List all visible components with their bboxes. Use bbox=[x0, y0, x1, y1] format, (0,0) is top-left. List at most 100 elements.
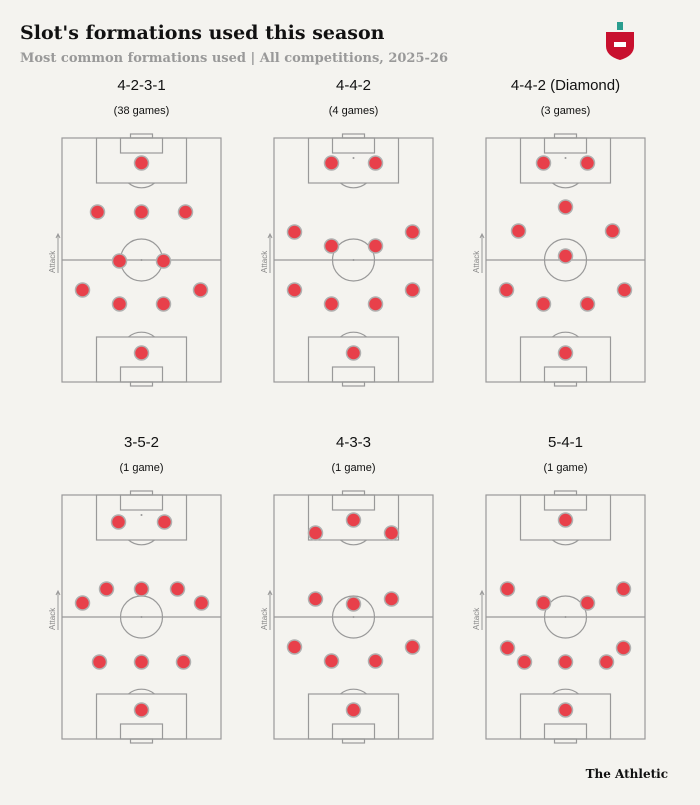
attack-label: Attack bbox=[472, 250, 481, 273]
pitch-line bbox=[341, 381, 366, 387]
player bbox=[579, 296, 596, 312]
player bbox=[498, 282, 515, 298]
pitch-line bbox=[129, 381, 154, 387]
pitch-line bbox=[341, 490, 366, 496]
pitch bbox=[485, 133, 646, 387]
pitch-line bbox=[552, 539, 579, 546]
player bbox=[345, 345, 362, 361]
player bbox=[98, 581, 115, 597]
player bbox=[499, 581, 516, 597]
player bbox=[286, 224, 303, 240]
formation-name: 3-5-2 bbox=[124, 434, 159, 451]
player bbox=[510, 223, 527, 239]
player bbox=[557, 199, 574, 215]
player bbox=[557, 345, 574, 361]
games-count: (1 game) bbox=[331, 462, 375, 474]
player bbox=[383, 591, 400, 607]
pitch-line bbox=[564, 157, 567, 159]
player bbox=[367, 155, 384, 171]
player bbox=[557, 512, 574, 528]
pitch-line bbox=[340, 182, 367, 189]
player bbox=[604, 223, 621, 239]
attack-arrow bbox=[479, 232, 485, 273]
pitch-line bbox=[341, 133, 366, 139]
player bbox=[557, 248, 574, 264]
games-count: (1 game) bbox=[543, 462, 587, 474]
formation-name: 4-4-2 bbox=[336, 77, 371, 94]
player bbox=[535, 296, 552, 312]
pitch-line bbox=[543, 494, 588, 511]
player bbox=[111, 296, 128, 312]
pitch-line bbox=[119, 137, 164, 154]
player bbox=[74, 282, 91, 298]
pitch-line bbox=[553, 133, 578, 139]
player bbox=[111, 253, 128, 269]
pitch-line bbox=[128, 331, 155, 338]
player bbox=[155, 253, 172, 269]
player bbox=[133, 345, 150, 361]
pitch-line bbox=[552, 331, 579, 338]
player bbox=[616, 282, 633, 298]
pitch-line bbox=[129, 133, 154, 139]
pitch-line bbox=[307, 137, 400, 184]
player bbox=[535, 595, 552, 611]
attack-arrow bbox=[55, 589, 61, 630]
subtitle: Most common formations used | All compet… bbox=[20, 51, 448, 66]
pitch-line bbox=[140, 616, 143, 618]
player bbox=[91, 654, 108, 670]
title: Slot's formations used this season bbox=[20, 22, 385, 44]
crest bbox=[606, 22, 634, 60]
player bbox=[323, 653, 340, 669]
attack-label: Attack bbox=[48, 607, 57, 630]
pitch-line bbox=[519, 137, 612, 184]
player bbox=[345, 596, 362, 612]
player bbox=[74, 595, 91, 611]
formation-name: 4-2-3-1 bbox=[117, 77, 165, 94]
player bbox=[192, 282, 209, 298]
pitch-line bbox=[543, 366, 588, 383]
player bbox=[323, 155, 340, 171]
pitch-line bbox=[340, 539, 367, 546]
formation-name: 4-3-3 bbox=[336, 434, 371, 451]
pitch-line bbox=[543, 137, 588, 154]
games-count: (3 games) bbox=[541, 105, 591, 117]
pitch-line bbox=[331, 238, 376, 282]
attack-label: Attack bbox=[260, 250, 269, 273]
pitch-line bbox=[543, 238, 588, 282]
player bbox=[133, 581, 150, 597]
player bbox=[367, 238, 384, 254]
player bbox=[404, 224, 421, 240]
pitch-line bbox=[552, 688, 579, 695]
formation-name: 4-4-2 (Diamond) bbox=[511, 77, 620, 94]
pitch-line bbox=[352, 259, 355, 261]
pitch-line bbox=[119, 366, 164, 383]
pitch-line bbox=[331, 723, 376, 740]
footer-brand: The Athletic bbox=[586, 767, 668, 781]
pitch-line bbox=[119, 723, 164, 740]
attack-label: Attack bbox=[260, 607, 269, 630]
player bbox=[110, 514, 127, 530]
player bbox=[516, 654, 533, 670]
pitch-line bbox=[140, 259, 143, 261]
player bbox=[89, 204, 106, 220]
player bbox=[133, 155, 150, 171]
pitch-line bbox=[331, 366, 376, 383]
attack-arrow bbox=[479, 589, 485, 630]
player bbox=[177, 204, 194, 220]
attack-label: Attack bbox=[472, 607, 481, 630]
attack-arrow bbox=[55, 232, 61, 273]
player bbox=[345, 702, 362, 718]
pitch-line bbox=[352, 616, 355, 618]
player bbox=[133, 654, 150, 670]
player bbox=[499, 640, 516, 656]
player bbox=[286, 639, 303, 655]
player bbox=[615, 640, 632, 656]
player bbox=[155, 296, 172, 312]
pitch-line bbox=[140, 514, 143, 516]
player bbox=[598, 654, 615, 670]
player bbox=[579, 155, 596, 171]
games-count: (4 games) bbox=[329, 105, 379, 117]
pitch bbox=[273, 490, 434, 744]
player bbox=[323, 296, 340, 312]
